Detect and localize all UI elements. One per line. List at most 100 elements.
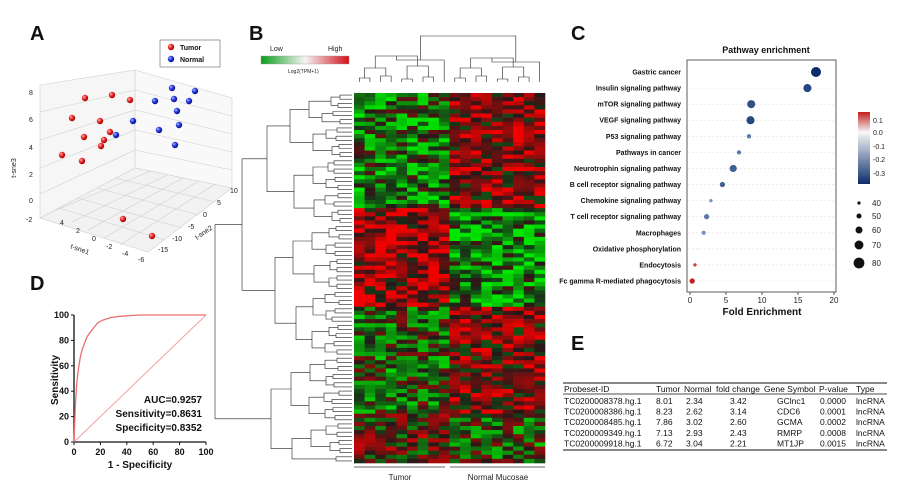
heatmap-cell xyxy=(513,376,525,382)
heatmap-cell xyxy=(364,310,376,316)
heatmap-cell xyxy=(523,158,535,164)
heatmap-cell xyxy=(354,339,365,345)
heatmap-cell xyxy=(438,195,450,201)
heatmap-cell xyxy=(470,389,482,394)
heatmap-cell xyxy=(481,97,493,102)
heatmap-cell xyxy=(460,278,472,283)
heatmap-cell xyxy=(417,191,429,197)
heatmap-cell xyxy=(354,335,365,340)
heatmap-cell xyxy=(417,195,429,201)
heatmap-cell xyxy=(375,253,387,258)
roc-x-tick-label: 20 xyxy=(95,447,105,457)
heatmap-cell xyxy=(502,204,514,209)
tsne-x-label: t-sne1 xyxy=(69,243,90,256)
heatmap-cell xyxy=(481,302,493,308)
heatmap-cell xyxy=(407,208,418,213)
heatmap-cell xyxy=(428,426,440,431)
heatmap-cell xyxy=(396,236,408,242)
heatmap-cell xyxy=(438,282,450,287)
heatmap-cell xyxy=(417,216,429,221)
heatmap-cell xyxy=(523,125,535,131)
normal-point xyxy=(170,95,178,103)
heatmap-cell xyxy=(407,134,418,139)
heatmap-cell xyxy=(407,273,418,279)
heatmap-cell xyxy=(460,405,472,410)
heatmap-cell xyxy=(449,310,461,316)
heatmap-legend-high: High xyxy=(328,46,343,53)
heatmap-cell xyxy=(534,138,546,143)
heatmap-cell xyxy=(385,212,397,217)
heatmap-cell xyxy=(534,368,546,373)
heatmap-cell xyxy=(460,175,472,180)
heatmap-cell xyxy=(385,368,397,373)
heatmap-cell xyxy=(364,167,376,172)
heatmap-cell xyxy=(417,212,429,217)
heatmap-cell xyxy=(396,232,408,238)
row-dendro-branch xyxy=(270,388,292,449)
heatmap-cell xyxy=(354,228,365,234)
heatmap-cell xyxy=(364,298,376,303)
heatmap-cell xyxy=(460,310,472,316)
heatmap-cell xyxy=(354,269,365,275)
heatmap-cell xyxy=(417,397,429,402)
heatmap-cell xyxy=(502,405,514,410)
normal-point xyxy=(185,97,193,105)
heatmap-cell xyxy=(385,278,397,283)
heatmap-cell xyxy=(534,158,546,164)
heatmap-cell xyxy=(534,208,546,213)
heatmap-cell xyxy=(481,216,493,221)
heatmap-cell xyxy=(438,175,450,180)
heatmap-cell xyxy=(428,409,440,414)
heatmap-cell xyxy=(364,282,376,287)
heatmap-cell xyxy=(481,343,493,349)
heatmap-cell xyxy=(396,393,408,398)
heatmap-cell xyxy=(385,319,397,324)
heatmap-cell xyxy=(385,286,397,291)
heatmap-cell xyxy=(354,347,365,353)
heatmap-cell xyxy=(470,302,482,308)
heatmap-cell xyxy=(481,384,493,390)
table-cell: 2.93 xyxy=(686,428,703,438)
heatmap-cell xyxy=(523,228,535,234)
heatmap-cell xyxy=(523,167,535,172)
heatmap-cell xyxy=(396,343,408,349)
heatmap-cell xyxy=(513,113,525,118)
colorbar-tick-label: 0.0 xyxy=(873,130,883,137)
heatmap-cell xyxy=(396,125,408,131)
heatmap-cell xyxy=(407,179,418,184)
table-cell: TC0200009918.hg.1 xyxy=(564,438,642,448)
heatmap-cell xyxy=(534,421,546,427)
heatmap-cell xyxy=(375,224,387,229)
heatmap-cell xyxy=(375,442,387,447)
heatmap-cell xyxy=(354,113,365,118)
heatmap-cell xyxy=(502,130,514,135)
heatmap-cell xyxy=(523,97,535,102)
heatmap-cell xyxy=(417,142,429,147)
heatmap-cell xyxy=(449,93,461,98)
heatmap-cell xyxy=(396,368,408,373)
heatmap-cell xyxy=(470,138,482,143)
tumor-point xyxy=(68,114,76,122)
heatmap-cell xyxy=(523,199,535,205)
heatmap-cell xyxy=(470,352,482,357)
heatmap-cell xyxy=(396,146,408,151)
heatmap-cell xyxy=(502,442,514,447)
heatmap-cell xyxy=(523,195,535,201)
heatmap-cell xyxy=(428,343,440,349)
heatmap-cell xyxy=(364,109,376,114)
heatmap-cell xyxy=(470,187,482,192)
heatmap-cell xyxy=(460,306,472,312)
heatmap-cell xyxy=(428,282,440,287)
heatmap-cell xyxy=(407,212,418,217)
heatmap-cell xyxy=(354,302,365,308)
heatmap-cell xyxy=(481,290,493,295)
size-legend-dot xyxy=(857,201,861,205)
heatmap-cell xyxy=(354,393,365,398)
heatmap-cell xyxy=(502,158,514,164)
legend-normal-marker xyxy=(167,55,175,63)
heatmap-cell xyxy=(491,376,503,382)
heatmap-cell xyxy=(481,327,493,332)
row-dendro-branch xyxy=(333,382,352,388)
heatmap-cell xyxy=(481,249,493,254)
heatmap-cell xyxy=(502,306,514,312)
